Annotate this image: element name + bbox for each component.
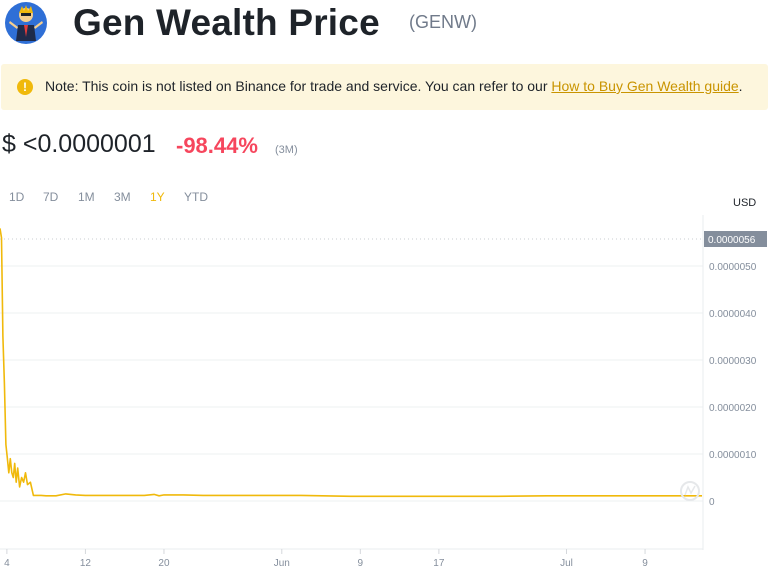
y-tick-label: 0.0000010 <box>709 450 757 461</box>
x-tick-label: Jul <box>560 558 573 569</box>
watermark-icon <box>680 481 700 501</box>
notice-banner: ! Note: This coin is not listed on Binan… <box>1 64 768 110</box>
x-tick-label: 9 <box>642 558 648 569</box>
range-tab-1m[interactable]: 1M <box>78 190 95 204</box>
y-tick-label: 0.0000040 <box>709 309 757 320</box>
range-tab-1y[interactable]: 1Y <box>150 190 165 204</box>
currency-label: USD <box>733 197 757 209</box>
page-header: Gen Wealth Price (GENW) <box>0 0 783 50</box>
notice-message: Note: This coin is not listed on Binance… <box>45 78 552 94</box>
y-tick-label: 0.0000020 <box>709 403 757 414</box>
gen-wealth-logo-icon <box>5 2 47 44</box>
range-tab-3m[interactable]: 3M <box>114 190 131 204</box>
range-tab-1d[interactable]: 1D <box>9 190 25 204</box>
y-tick-label: 0.0000030 <box>709 356 757 367</box>
page-title: Gen Wealth Price <box>73 2 380 43</box>
x-tick-label: 9 <box>358 558 364 569</box>
range-tab-ytd[interactable]: YTD <box>184 190 208 204</box>
x-tick-label: 17 <box>433 558 445 569</box>
current-price-tag: 0.0000056 <box>0 231 767 247</box>
chart-series <box>0 228 702 498</box>
x-tick-label: 4 <box>4 558 10 569</box>
price-line <box>0 228 702 498</box>
price-change-percent: -98.44% <box>176 133 258 158</box>
how-to-buy-guide-link[interactable]: How to Buy Gen Wealth guide <box>551 78 739 94</box>
y-tick-label: 0 <box>709 497 715 508</box>
change-period: (3M) <box>275 144 298 156</box>
current-price: $ <0.0000001 <box>2 130 156 158</box>
notice-text: Note: This coin is not listed on Binance… <box>45 78 743 94</box>
y-tick-label: 0.0000050 <box>709 262 757 273</box>
exclamation-circle-icon: ! <box>17 79 33 95</box>
y-axis-ticks: 0 0.0000010 0.0000020 0.0000030 0.0000040 0.0… <box>709 262 757 508</box>
notice-suffix: . <box>738 78 743 94</box>
x-axis-ticks: 4 12 20 Jun 9 17 Jul 9 <box>4 549 648 569</box>
x-tick-label: 12 <box>80 558 92 569</box>
x-tick-label: 20 <box>158 558 170 569</box>
x-tick-label: Jun <box>274 558 290 569</box>
price-tag-box <box>704 231 767 247</box>
coin-symbol: (GENW) <box>409 12 477 32</box>
price-tag-label: 0.0000056 <box>708 235 756 246</box>
chart-grid <box>0 265 703 502</box>
range-tab-7d[interactable]: 7D <box>43 190 59 204</box>
